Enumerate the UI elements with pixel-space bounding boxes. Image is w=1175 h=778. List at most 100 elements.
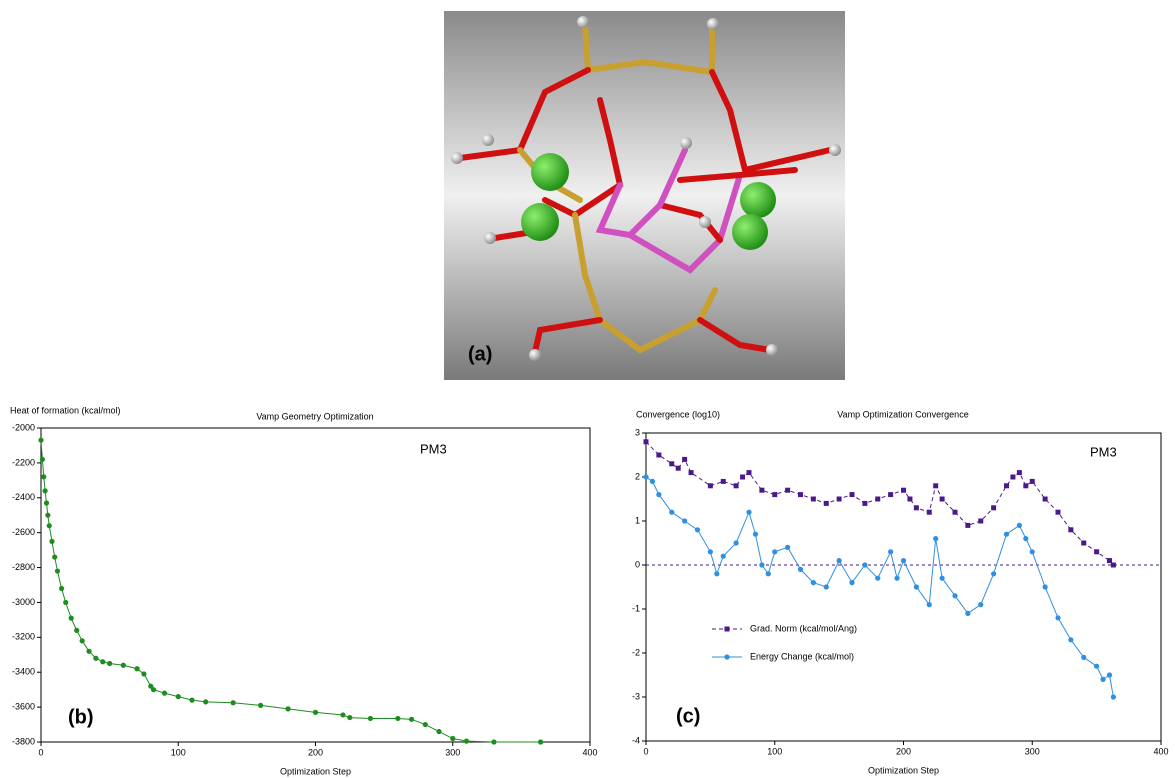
marker <box>1055 615 1060 620</box>
marker <box>759 562 764 567</box>
marker <box>285 706 290 711</box>
y-axis-label: Heat of formation (kcal/mol) <box>10 405 121 415</box>
marker <box>41 474 46 479</box>
marker <box>86 649 91 654</box>
marker <box>940 576 945 581</box>
legend-label: Grad. Norm (kcal/mol/Ang) <box>750 623 857 633</box>
marker <box>368 716 373 721</box>
x-tick-label: 0 <box>643 746 648 756</box>
marker <box>436 729 441 734</box>
y-tick-label: -3000 <box>12 597 35 607</box>
marker <box>151 687 156 692</box>
y-tick-label: -2 <box>632 647 640 657</box>
marker <box>927 510 932 515</box>
panel-label: (a) <box>468 343 492 365</box>
x-tick-label: 200 <box>308 747 323 757</box>
marker <box>785 545 790 550</box>
marker <box>203 699 208 704</box>
marker <box>80 638 85 643</box>
marker <box>100 659 105 664</box>
marker <box>978 602 983 607</box>
marker <box>49 539 54 544</box>
y-tick-label: 3 <box>635 427 640 437</box>
x-tick-label: 300 <box>445 747 460 757</box>
marker <box>901 558 906 563</box>
marker <box>927 602 932 607</box>
marker <box>888 492 893 497</box>
marker <box>162 691 167 696</box>
marker <box>1107 558 1112 563</box>
marker <box>798 567 803 572</box>
marker <box>991 505 996 510</box>
marker <box>1107 672 1112 677</box>
y-tick-label: -3400 <box>12 667 35 677</box>
marker <box>1043 584 1048 589</box>
marker <box>1030 479 1035 484</box>
marker <box>656 492 661 497</box>
x-tick-label: 300 <box>1025 746 1040 756</box>
marker <box>347 715 352 720</box>
marker <box>708 549 713 554</box>
marker <box>965 611 970 616</box>
marker <box>1111 694 1116 699</box>
panel-label: (c) <box>676 705 700 727</box>
marker <box>491 739 496 744</box>
marker <box>1068 527 1073 532</box>
marker <box>746 510 751 515</box>
marker <box>45 513 50 518</box>
marker <box>740 475 745 480</box>
marker <box>721 554 726 559</box>
legend-marker <box>724 654 729 659</box>
marker <box>538 739 543 744</box>
figure: (a) Vamp Geometry Optimization Heat of fo… <box>0 0 1175 778</box>
chart-title: Vamp Optimization Convergence <box>837 409 968 419</box>
marker <box>107 661 112 666</box>
marker <box>952 593 957 598</box>
marker <box>464 739 469 744</box>
marker <box>1023 483 1028 488</box>
y-tick-label: -3800 <box>12 736 35 746</box>
marker <box>798 492 803 497</box>
chart-title: Vamp Geometry Optimization <box>256 411 373 421</box>
marker <box>1017 470 1022 475</box>
marker <box>1023 536 1028 541</box>
marker <box>933 536 938 541</box>
marker <box>862 562 867 567</box>
marker <box>52 554 57 559</box>
x-tick-label: 400 <box>1153 746 1168 756</box>
marker <box>862 501 867 506</box>
marker <box>721 479 726 484</box>
marker <box>74 628 79 633</box>
plot-frame <box>41 428 590 742</box>
marker <box>63 600 68 605</box>
marker <box>395 716 400 721</box>
marker <box>875 576 880 581</box>
marker <box>43 488 48 493</box>
marker <box>1017 523 1022 528</box>
y-tick-label: -3600 <box>12 701 35 711</box>
marker <box>258 703 263 708</box>
marker <box>849 580 854 585</box>
annotation: PM3 <box>1090 444 1117 459</box>
y-axis-label: Convergence (log10) <box>636 409 720 419</box>
marker <box>965 523 970 528</box>
legend-label: Energy Change (kcal/mol) <box>750 651 854 661</box>
marker <box>991 571 996 576</box>
marker <box>313 710 318 715</box>
marker <box>914 505 919 510</box>
y-tick-label: 0 <box>635 559 640 569</box>
marker <box>747 470 752 475</box>
marker <box>669 510 674 515</box>
marker <box>888 549 893 554</box>
x-axis-label: Optimization Step <box>280 766 351 776</box>
marker <box>682 518 687 523</box>
marker <box>914 584 919 589</box>
marker <box>141 671 146 676</box>
marker <box>714 571 719 576</box>
marker <box>1100 677 1105 682</box>
marker <box>837 497 842 502</box>
y-tick-label: -4 <box>632 735 640 745</box>
marker <box>824 501 829 506</box>
x-tick-label: 100 <box>767 746 782 756</box>
marker <box>650 479 655 484</box>
